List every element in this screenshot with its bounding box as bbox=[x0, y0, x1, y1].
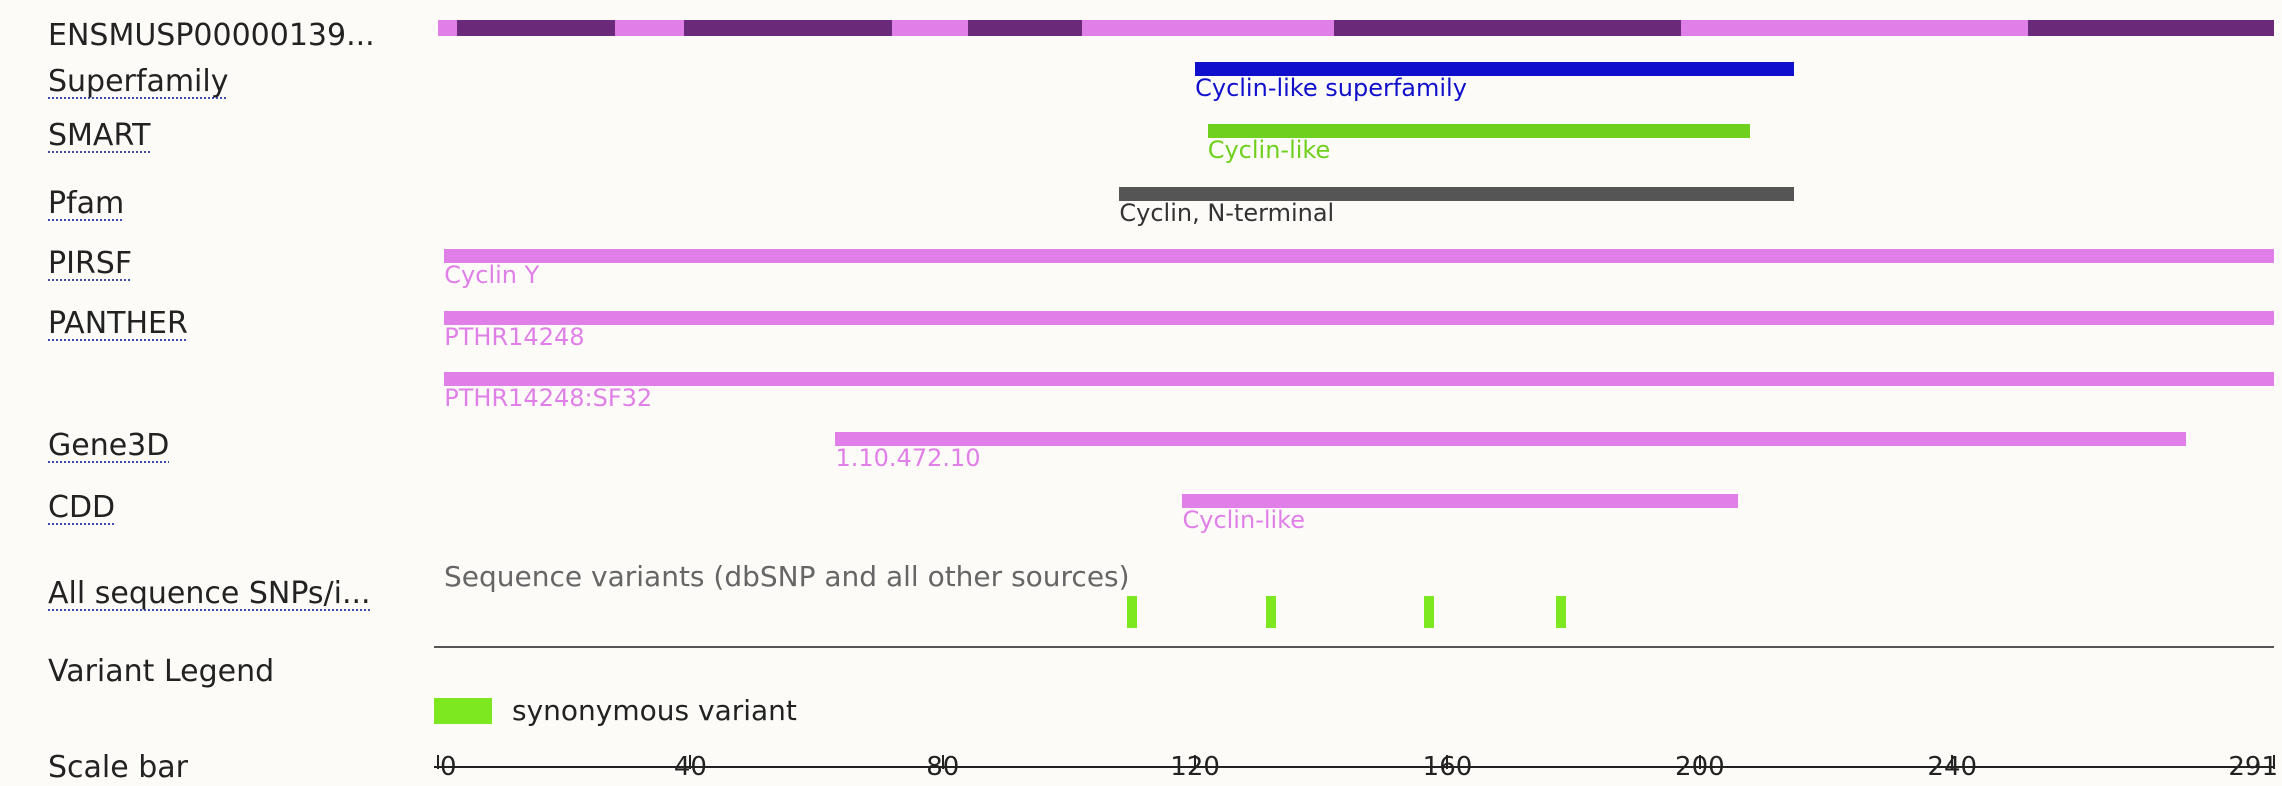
panther-feature-bar[interactable] bbox=[444, 311, 2274, 325]
pfam-feature-label: Cyclin, N-terminal bbox=[1119, 199, 1334, 227]
protein-segment[interactable] bbox=[1334, 20, 1681, 36]
protein-track-label[interactable]: ENSMUSP00000139... bbox=[48, 18, 375, 53]
panther-subfamily-feature-label: PTHR14248:SF32 bbox=[444, 384, 652, 412]
scale-tick bbox=[437, 755, 439, 769]
scale-tick-label: 291 bbox=[2228, 752, 2278, 782]
pfam-track-label[interactable]: Pfam bbox=[48, 186, 124, 221]
scale-tick-label: 240 bbox=[1927, 752, 1977, 782]
cdd-track-label[interactable]: CDD bbox=[48, 490, 115, 525]
protein-segment[interactable] bbox=[2028, 20, 2274, 36]
variant-legend-label: Variant Legend bbox=[48, 654, 274, 689]
pirsf-track-label[interactable]: PIRSF bbox=[48, 246, 132, 281]
smart-feature-label: Cyclin-like bbox=[1208, 136, 1331, 164]
panther-feature-label: PTHR14248 bbox=[444, 323, 584, 351]
pirsf-feature-bar[interactable] bbox=[444, 249, 2274, 263]
scale-bar-label: Scale bar bbox=[48, 750, 188, 785]
pirsf-feature-label: Cyclin Y bbox=[444, 261, 539, 289]
protein-segment[interactable] bbox=[457, 20, 615, 36]
scale-tick-label: 120 bbox=[1170, 752, 1220, 782]
scale-tick-label: 0 bbox=[440, 752, 457, 782]
superfamily-track-label[interactable]: Superfamily bbox=[48, 64, 228, 99]
protein-segment[interactable] bbox=[1681, 20, 2028, 36]
superfamily-feature-label: Cyclin-like superfamily bbox=[1195, 74, 1467, 102]
scale-tick-label: 80 bbox=[926, 752, 959, 782]
scale-tick-label: 200 bbox=[1675, 752, 1725, 782]
snp-marker[interactable] bbox=[1556, 596, 1566, 628]
snps-track-label[interactable]: All sequence SNPs/i... bbox=[48, 576, 371, 611]
protein-segment[interactable] bbox=[615, 20, 684, 36]
panther-track-label[interactable]: PANTHER bbox=[48, 306, 188, 341]
snp-marker[interactable] bbox=[1266, 596, 1276, 628]
protein-segment[interactable] bbox=[684, 20, 892, 36]
gene3d-track-label[interactable]: Gene3D bbox=[48, 428, 169, 463]
protein-segment[interactable] bbox=[892, 20, 968, 36]
snp-marker[interactable] bbox=[1127, 596, 1137, 628]
cdd-feature-label: Cyclin-like bbox=[1182, 506, 1305, 534]
scale-tick-label: 40 bbox=[674, 752, 707, 782]
gene3d-feature-label: 1.10.472.10 bbox=[835, 444, 980, 472]
track-divider bbox=[434, 646, 2274, 648]
snps-caption: Sequence variants (dbSNP and all other s… bbox=[444, 560, 1130, 593]
protein-segment[interactable] bbox=[438, 20, 457, 36]
scale-tick-label: 160 bbox=[1423, 752, 1473, 782]
protein-segment[interactable] bbox=[1082, 20, 1334, 36]
synonymous-variant-legend-label: synonymous variant bbox=[512, 694, 797, 727]
protein-segment[interactable] bbox=[968, 20, 1082, 36]
synonymous-variant-swatch bbox=[434, 698, 492, 724]
gene3d-feature-bar[interactable] bbox=[835, 432, 2185, 446]
snp-marker[interactable] bbox=[1424, 596, 1434, 628]
smart-track-label[interactable]: SMART bbox=[48, 118, 150, 153]
panther-subfamily-feature-bar[interactable] bbox=[444, 372, 2274, 386]
scale-bar-axis bbox=[434, 766, 2274, 768]
